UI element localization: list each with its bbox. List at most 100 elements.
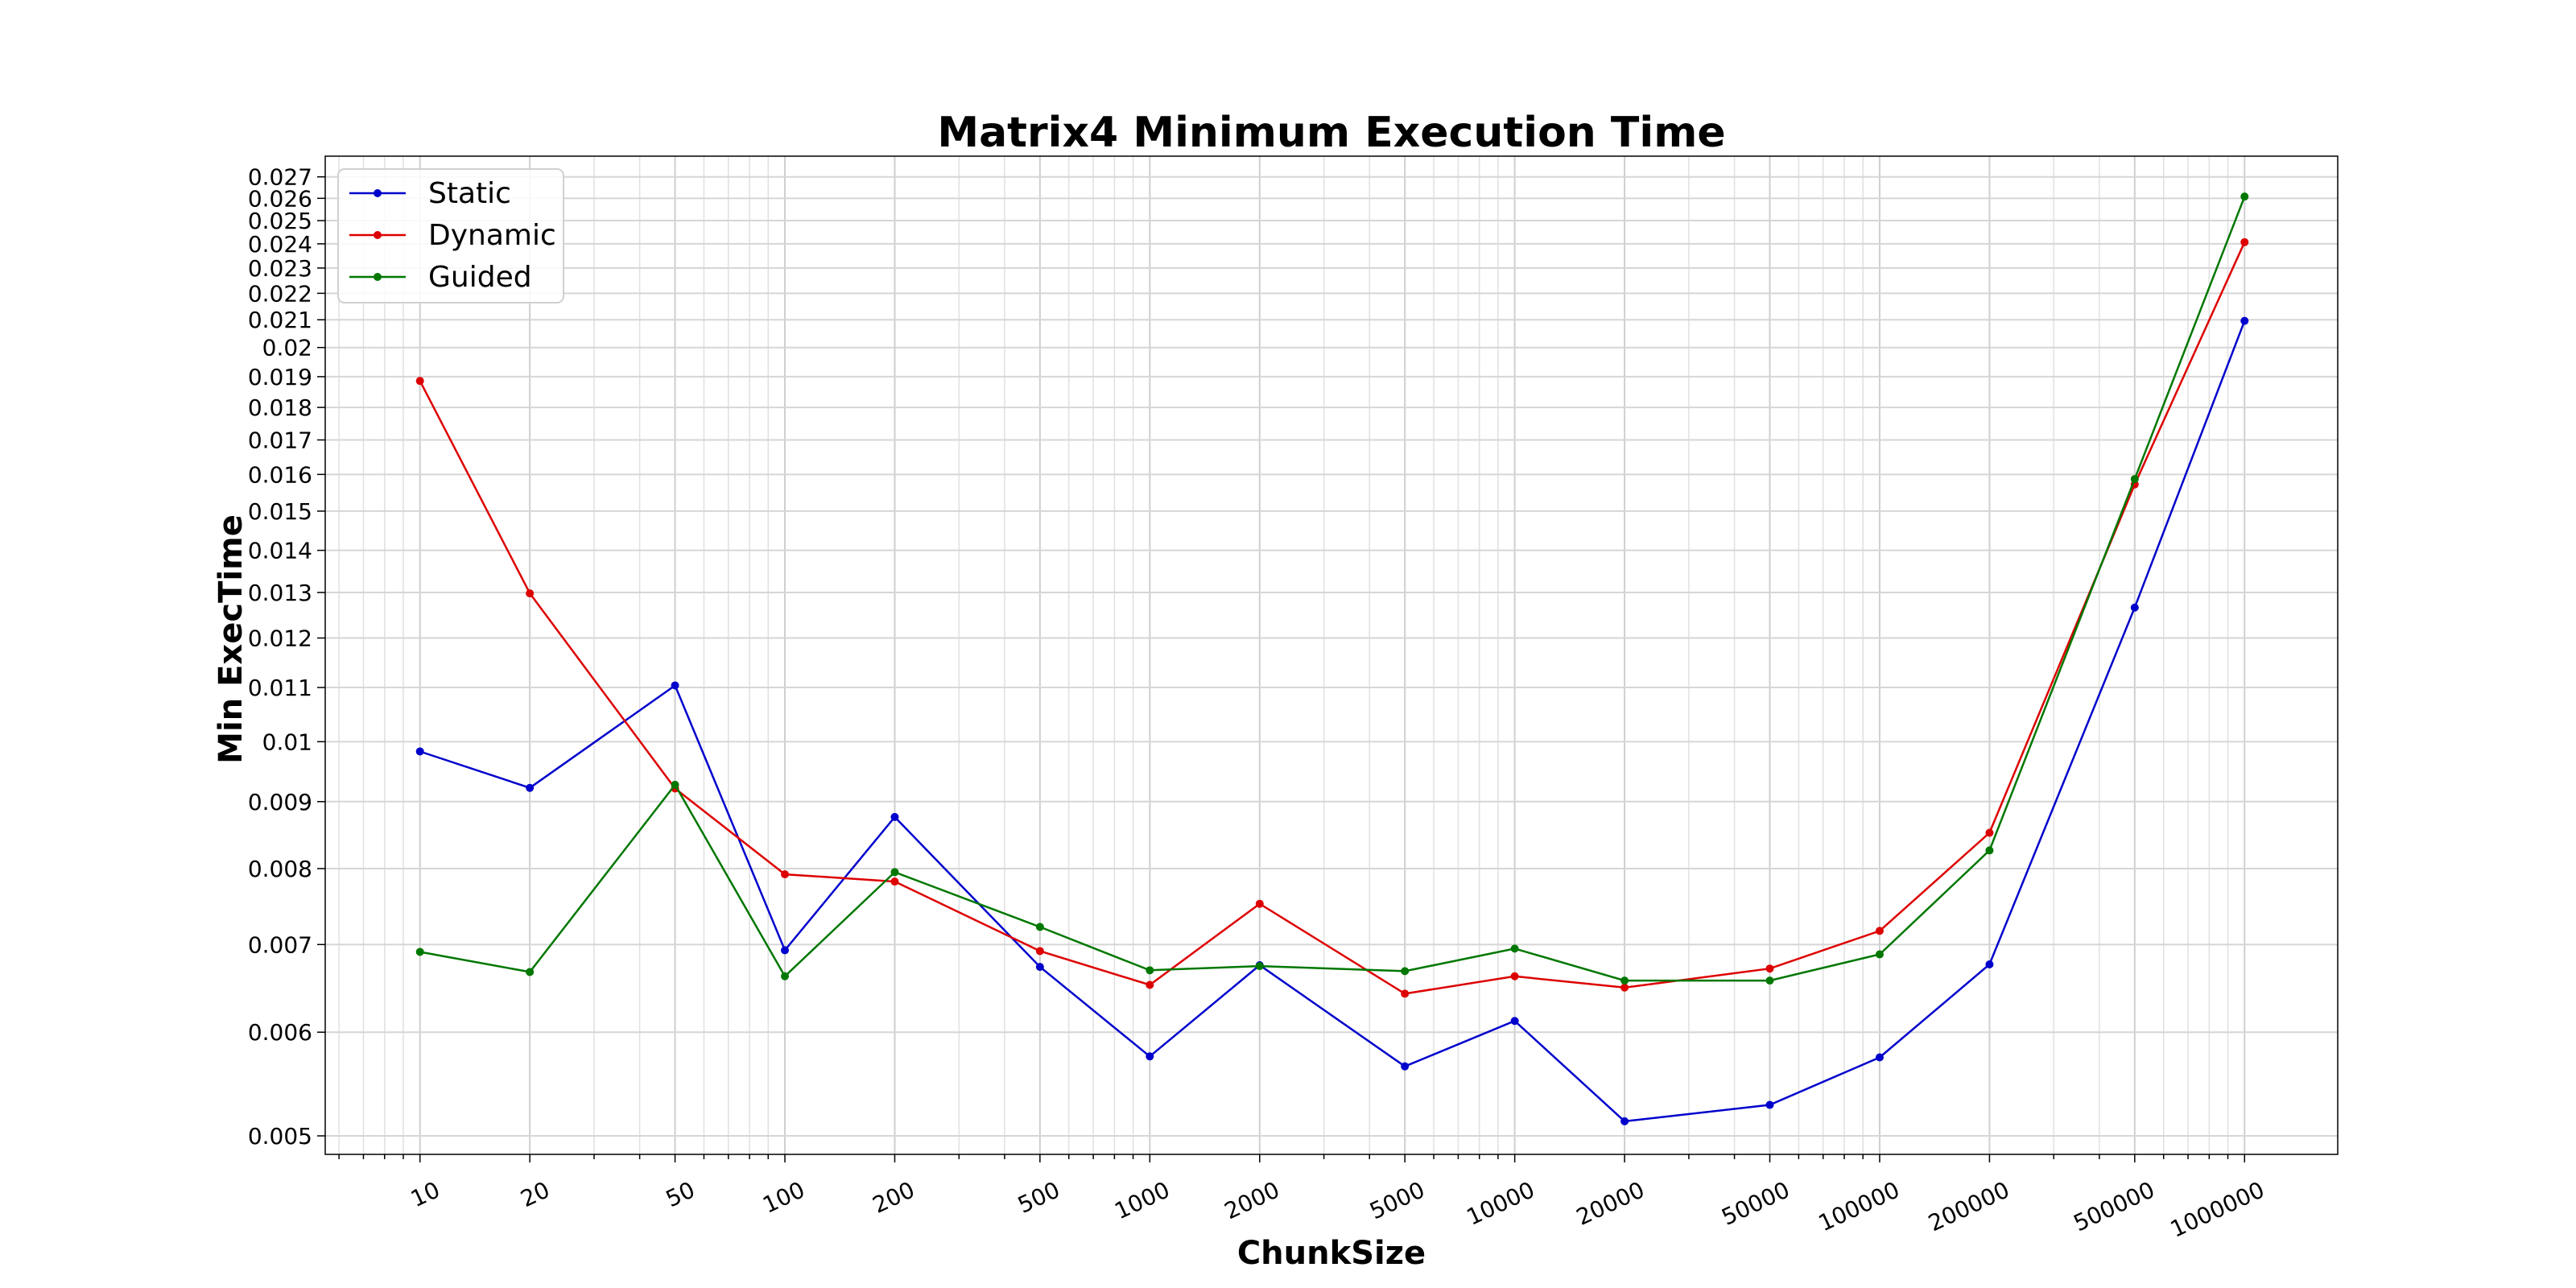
data-point bbox=[1875, 1053, 1884, 1062]
series-static bbox=[415, 316, 2249, 1125]
data-point bbox=[1510, 1017, 1519, 1026]
x-tick-label: 10000 bbox=[1463, 1176, 1539, 1231]
data-point bbox=[890, 812, 899, 821]
data-point bbox=[1146, 1052, 1154, 1061]
data-point bbox=[1146, 980, 1154, 989]
data-point bbox=[1765, 976, 1774, 985]
x-tick-label: 1000 bbox=[1111, 1176, 1174, 1224]
legend-box bbox=[337, 168, 564, 303]
series-line-guided bbox=[419, 196, 2246, 982]
y-tick-labels: 0.005 0.006 0.007 0.008 0.009 0.01 0.011 0.012 0… bbox=[248, 164, 312, 1150]
data-point bbox=[1035, 963, 1044, 972]
data-point bbox=[415, 747, 424, 756]
data-point bbox=[2240, 237, 2249, 246]
legend-item-dynamic: Dynamic bbox=[349, 219, 556, 252]
data-point bbox=[2240, 316, 2249, 325]
data-point bbox=[1255, 962, 1264, 971]
y-tick-label: 0.007 bbox=[248, 931, 312, 958]
x-tick-label: 20 bbox=[517, 1176, 554, 1212]
data-point bbox=[781, 946, 790, 955]
data-point bbox=[1035, 947, 1044, 956]
y-tick-label: 0.023 bbox=[248, 255, 312, 282]
legend-label: Dynamic bbox=[428, 219, 556, 252]
data-point bbox=[2240, 192, 2249, 201]
x-tick-label: 500 bbox=[1013, 1176, 1063, 1218]
y-axis-label: Min ExecTime bbox=[213, 514, 250, 764]
series-dynamic bbox=[415, 237, 2249, 998]
legend: Static Dynamic Guided bbox=[337, 168, 564, 303]
data-point bbox=[1510, 972, 1519, 980]
x-tick-label: 2000 bbox=[1220, 1176, 1284, 1224]
data-point bbox=[1401, 1062, 1410, 1071]
data-point bbox=[1401, 967, 1410, 976]
data-point bbox=[781, 870, 790, 879]
y-tick-label: 0.024 bbox=[248, 231, 312, 258]
data-point bbox=[1146, 966, 1154, 975]
data-point bbox=[2130, 475, 2139, 484]
data-point bbox=[781, 972, 790, 980]
y-tick-label: 0.021 bbox=[248, 307, 312, 333]
x-tick-label: 100 bbox=[758, 1176, 808, 1218]
data-point bbox=[1620, 976, 1629, 985]
data-point bbox=[1401, 989, 1410, 998]
series-line-dynamic bbox=[419, 242, 2246, 995]
x-tick-label: 1000000 bbox=[2166, 1176, 2268, 1243]
tick-marks bbox=[317, 175, 2246, 1162]
data-point bbox=[890, 868, 899, 877]
data-point bbox=[1620, 983, 1629, 992]
data-point bbox=[1765, 964, 1774, 973]
legend-marker bbox=[374, 231, 382, 239]
data-point bbox=[415, 947, 424, 956]
y-tick-label: 0.013 bbox=[248, 580, 312, 606]
data-point bbox=[415, 377, 424, 386]
x-tick-label: 5000 bbox=[1365, 1176, 1429, 1224]
x-tick-label: 100000 bbox=[1814, 1176, 1904, 1236]
legend-label: Static bbox=[428, 177, 511, 210]
data-point bbox=[1985, 960, 1994, 968]
x-tick-label: 200000 bbox=[1924, 1176, 2013, 1236]
series-line-static bbox=[419, 320, 2246, 1123]
data-point bbox=[1985, 846, 1994, 855]
y-tick-label: 0.008 bbox=[248, 856, 312, 882]
x-axis-label: ChunkSize bbox=[1237, 1235, 1426, 1272]
y-tick-label: 0.011 bbox=[248, 675, 312, 701]
data-point bbox=[526, 589, 535, 598]
grid bbox=[325, 156, 2338, 1154]
series bbox=[415, 192, 2249, 1125]
plot-area bbox=[324, 155, 2339, 1155]
data-point bbox=[1985, 828, 1994, 837]
x-tick-label: 200 bbox=[869, 1176, 919, 1218]
legend-marker bbox=[374, 273, 382, 281]
legend-item-static: Static bbox=[349, 177, 511, 210]
data-point bbox=[1875, 927, 1884, 935]
data-point bbox=[1620, 1117, 1629, 1125]
x-tick-label: 50 bbox=[662, 1176, 699, 1212]
y-tick-label: 0.026 bbox=[248, 185, 312, 212]
data-point bbox=[1875, 950, 1884, 959]
data-point bbox=[1765, 1100, 1774, 1109]
series-guided bbox=[415, 192, 2249, 985]
x-tick-label: 10 bbox=[407, 1176, 444, 1212]
x-tick-label: 20000 bbox=[1572, 1176, 1649, 1231]
data-point bbox=[1510, 944, 1519, 953]
y-tick-label: 0.02 bbox=[262, 335, 312, 361]
y-tick-label: 0.012 bbox=[248, 625, 312, 652]
data-point bbox=[890, 877, 899, 886]
x-tick-labels: 10 20 50 100 200 500 1000 2000 5000 10000 20000 500… bbox=[407, 1176, 2268, 1243]
data-point bbox=[671, 780, 679, 789]
y-tick-label: 0.025 bbox=[248, 208, 312, 234]
data-point bbox=[671, 681, 679, 690]
y-tick-label: 0.006 bbox=[248, 1019, 312, 1046]
legend-item-guided: Guided bbox=[349, 261, 532, 294]
x-tick-label: 50000 bbox=[1718, 1176, 1794, 1231]
y-tick-label: 0.027 bbox=[248, 164, 312, 191]
y-tick-label: 0.005 bbox=[248, 1123, 312, 1150]
data-point bbox=[1255, 899, 1264, 908]
data-point bbox=[526, 783, 535, 792]
chart-title: Matrix4 Minimum Execution Time bbox=[937, 109, 1725, 157]
y-tick-label: 0.014 bbox=[248, 538, 312, 564]
y-tick-label: 0.019 bbox=[248, 364, 312, 390]
data-point bbox=[1035, 923, 1044, 931]
y-tick-label: 0.01 bbox=[262, 729, 312, 755]
